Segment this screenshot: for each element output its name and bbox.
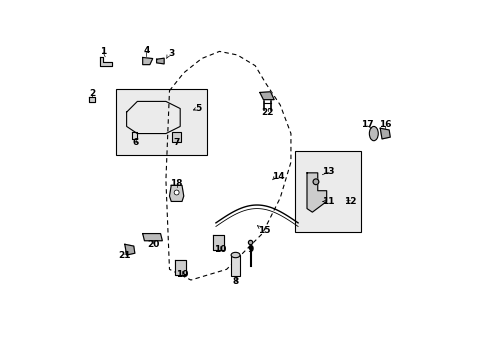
Text: 12: 12 xyxy=(343,197,355,206)
FancyBboxPatch shape xyxy=(294,152,360,232)
Bar xyxy=(231,255,240,276)
Text: 16: 16 xyxy=(378,120,390,129)
Text: 7: 7 xyxy=(173,138,180,147)
Polygon shape xyxy=(100,57,112,66)
Text: 2: 2 xyxy=(89,89,95,98)
Text: 9: 9 xyxy=(247,245,253,254)
Text: 15: 15 xyxy=(257,225,270,234)
Text: 4: 4 xyxy=(143,46,149,55)
Text: 17: 17 xyxy=(361,120,373,129)
Text: 5: 5 xyxy=(195,104,201,113)
Polygon shape xyxy=(156,58,164,64)
Text: 20: 20 xyxy=(147,240,159,249)
Polygon shape xyxy=(142,58,152,64)
Text: 6: 6 xyxy=(132,138,139,147)
Circle shape xyxy=(248,240,252,245)
Text: 3: 3 xyxy=(168,49,174,58)
Polygon shape xyxy=(132,132,137,139)
Text: 21: 21 xyxy=(118,251,131,260)
Polygon shape xyxy=(306,173,326,212)
Polygon shape xyxy=(380,128,389,139)
Text: 8: 8 xyxy=(232,277,238,286)
Text: 14: 14 xyxy=(271,172,284,181)
Text: 18: 18 xyxy=(170,179,183,188)
Polygon shape xyxy=(142,234,162,241)
FancyBboxPatch shape xyxy=(116,89,206,155)
Ellipse shape xyxy=(231,252,240,258)
Text: 22: 22 xyxy=(261,108,273,117)
Ellipse shape xyxy=(368,126,378,141)
Text: 10: 10 xyxy=(214,245,226,254)
Circle shape xyxy=(312,179,318,185)
Text: 13: 13 xyxy=(322,167,334,176)
Text: 1: 1 xyxy=(100,47,106,56)
Polygon shape xyxy=(124,244,135,255)
Text: 19: 19 xyxy=(175,270,188,279)
Polygon shape xyxy=(259,92,274,100)
Bar xyxy=(172,132,181,142)
Circle shape xyxy=(174,190,179,195)
Polygon shape xyxy=(175,260,185,275)
Polygon shape xyxy=(169,185,183,202)
Polygon shape xyxy=(213,235,224,249)
Polygon shape xyxy=(89,97,95,102)
Text: 11: 11 xyxy=(322,197,334,206)
